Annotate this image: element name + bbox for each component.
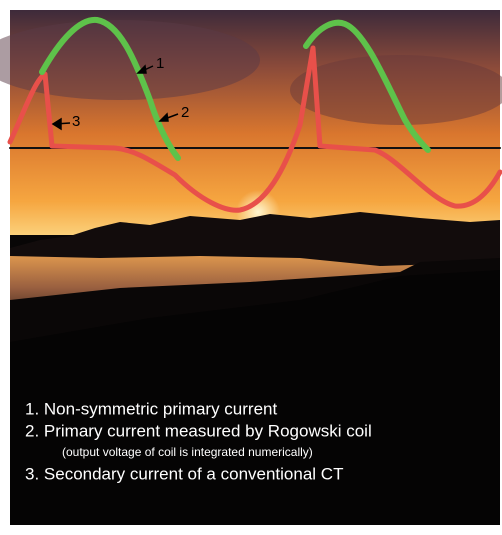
curve-label: 2: [181, 104, 189, 121]
legend-item: 3. Secondary current of a conventional C…: [25, 464, 343, 483]
legend-note: (output voltage of coil is integrated nu…: [62, 445, 313, 459]
illustration: 1 2 3 1. Non-symmetric primary current 2…: [0, 0, 502, 535]
legend-item: 1. Non-symmetric primary current: [25, 399, 277, 418]
curve-label: 3: [72, 113, 80, 130]
legend-item: 2. Primary current measured by Rogowski …: [25, 421, 372, 440]
curve-label: 1: [156, 55, 164, 72]
